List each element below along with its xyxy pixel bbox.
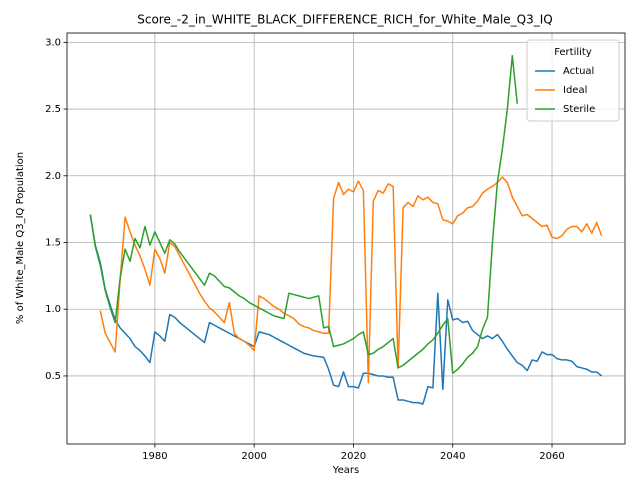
y-tick-label: 1.5 bbox=[45, 238, 61, 249]
line-series bbox=[89, 214, 603, 405]
y-tick-label: 2.5 bbox=[45, 104, 61, 115]
x-tick-label: 1980 bbox=[142, 451, 167, 462]
x-axis-label: Years bbox=[332, 465, 359, 476]
y-tick-label: 0.5 bbox=[45, 371, 61, 382]
y-tick-label: 1.0 bbox=[45, 304, 61, 315]
legend-box bbox=[526, 39, 620, 122]
x-tick-label: 2000 bbox=[241, 451, 266, 462]
line-series bbox=[99, 176, 603, 384]
x-tick-label: 2020 bbox=[341, 451, 366, 462]
legend-label: Sterile bbox=[563, 104, 595, 115]
y-axis-label: % of White_Male Q3_IQ Population bbox=[15, 152, 26, 324]
legend-label: Actual bbox=[563, 66, 594, 77]
chart-title: Score_-2_in_WHITE_BLACK_DIFFERENCE_RICH_… bbox=[137, 13, 552, 27]
x-tick-label: 2060 bbox=[539, 451, 564, 462]
y-tick-label: 2.0 bbox=[45, 171, 61, 182]
legend-title: Fertility bbox=[554, 47, 592, 58]
x-tick-label: 2040 bbox=[440, 451, 465, 462]
legend-label: Ideal bbox=[563, 85, 587, 96]
line-series bbox=[89, 54, 519, 375]
y-tick-label: 3.0 bbox=[45, 37, 61, 48]
plot-frame bbox=[66, 32, 626, 445]
